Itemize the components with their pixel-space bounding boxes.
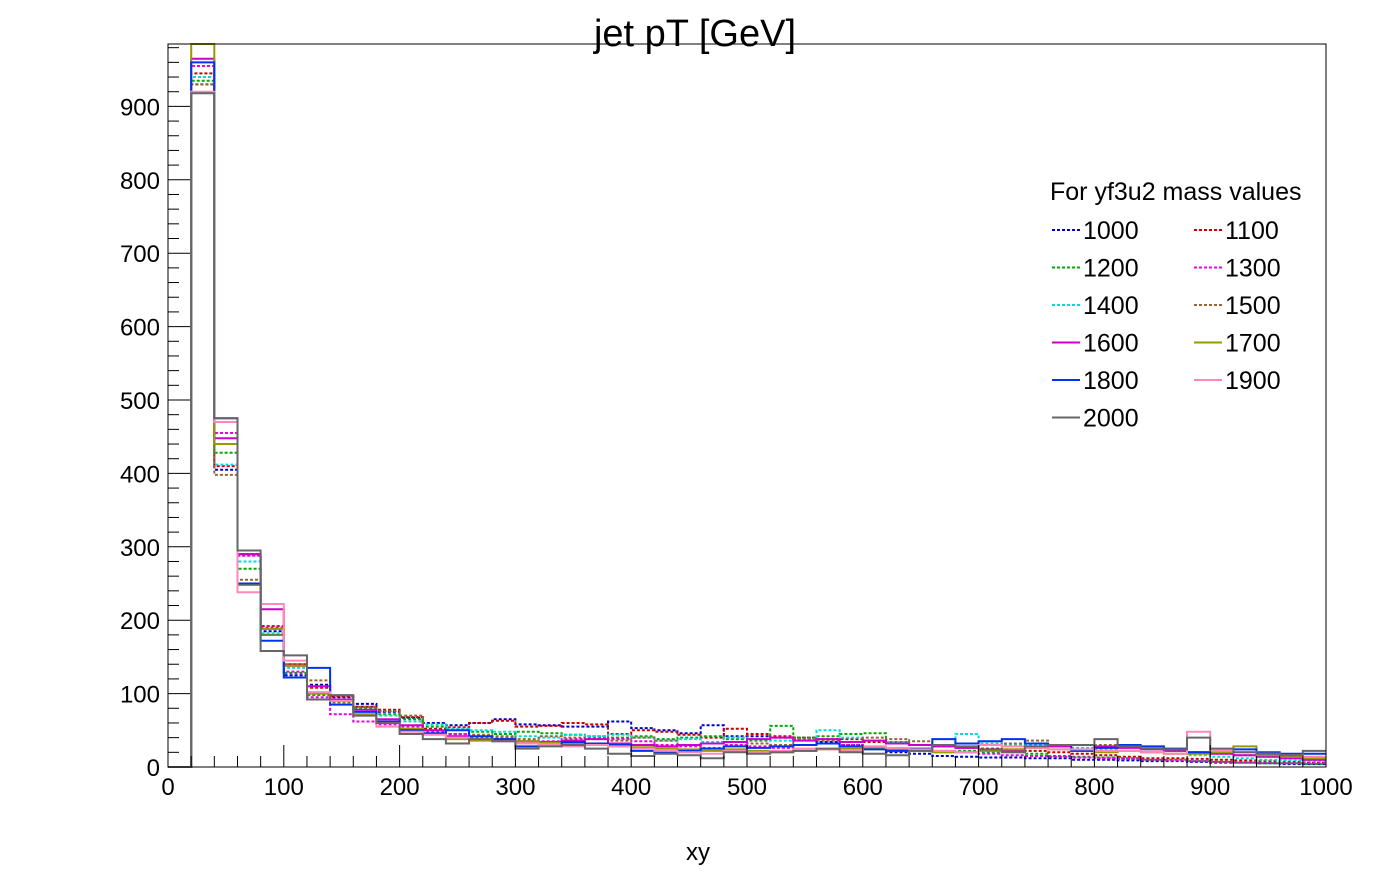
x-tick-label: 300 — [495, 774, 535, 801]
series-1100-line — [168, 72, 1326, 768]
y-tick-label: 0 — [147, 755, 160, 782]
y-tick-label: 200 — [120, 608, 160, 635]
chart-title: jet pT [GeV] — [593, 13, 796, 55]
legend-label: 1600 — [1083, 330, 1139, 358]
y-tick-label: 400 — [120, 461, 160, 488]
y-tick-label: 600 — [120, 315, 160, 342]
legend-label: 1400 — [1083, 292, 1139, 320]
x-tick-label: 900 — [1190, 774, 1230, 801]
legend-label: 1500 — [1225, 292, 1281, 320]
legend-label: 2000 — [1083, 405, 1139, 433]
legend-item-1800: 1800 — [1052, 367, 1139, 395]
series-layer — [168, 43, 1326, 768]
x-tick-label: 500 — [727, 774, 767, 801]
legend-item-1600: 1600 — [1052, 330, 1139, 358]
legend-item-1100: 1100 — [1194, 217, 1279, 245]
y-tick-label: 500 — [120, 388, 160, 415]
legend-label: 1000 — [1083, 217, 1139, 245]
x-tick-label: 200 — [380, 774, 420, 801]
legend-label: 1900 — [1225, 367, 1281, 395]
y-tick-label: 700 — [120, 241, 160, 268]
legend-label: 1300 — [1225, 255, 1281, 283]
series-1600-line — [168, 57, 1326, 768]
legend-item-1300: 1300 — [1194, 255, 1281, 283]
series-1700-line — [168, 43, 1326, 768]
legend-label: 1200 — [1083, 255, 1139, 283]
legend-label: 1700 — [1225, 330, 1281, 358]
series-1800-line — [168, 61, 1326, 768]
x-tick-label: 0 — [161, 774, 174, 801]
plot-frame — [167, 43, 1327, 768]
x-tick-label: 600 — [843, 774, 883, 801]
legend-item-1900: 1900 — [1194, 367, 1281, 395]
y-tick-label: 100 — [120, 682, 160, 709]
y-axis: 0 100 200 300 400 500 600 700 800 900 — [120, 47, 190, 782]
legend-label: 1100 — [1225, 217, 1279, 245]
series-1300-line — [168, 65, 1326, 768]
x-axis: 0 100 200 300 400 500 600 700 800 900 1000 — [161, 745, 1353, 801]
x-tick-label: 400 — [611, 774, 651, 801]
x-tick-label: 100 — [264, 774, 304, 801]
x-axis-title: xy — [686, 839, 710, 866]
legend-item-2000: 2000 — [1052, 405, 1139, 433]
legend-item-1200: 1200 — [1052, 255, 1139, 283]
y-tick-label: 800 — [120, 168, 160, 195]
x-tick-label: 1000 — [1299, 774, 1352, 801]
legend-item-1500: 1500 — [1194, 292, 1281, 320]
legend: For yf3u2 mass values 1000 1100 1200 1300 14… — [1050, 178, 1302, 433]
legend-item-1000: 1000 — [1052, 217, 1139, 245]
y-tick-label: 900 — [120, 94, 160, 121]
legend-item-1700: 1700 — [1194, 330, 1281, 358]
legend-title: For yf3u2 mass values — [1050, 178, 1302, 206]
legend-item-1400: 1400 — [1052, 292, 1139, 320]
x-tick-label: 800 — [1074, 774, 1114, 801]
legend-label: 1800 — [1083, 367, 1139, 395]
x-tick-label: 700 — [959, 774, 999, 801]
y-tick-label: 300 — [120, 535, 160, 562]
